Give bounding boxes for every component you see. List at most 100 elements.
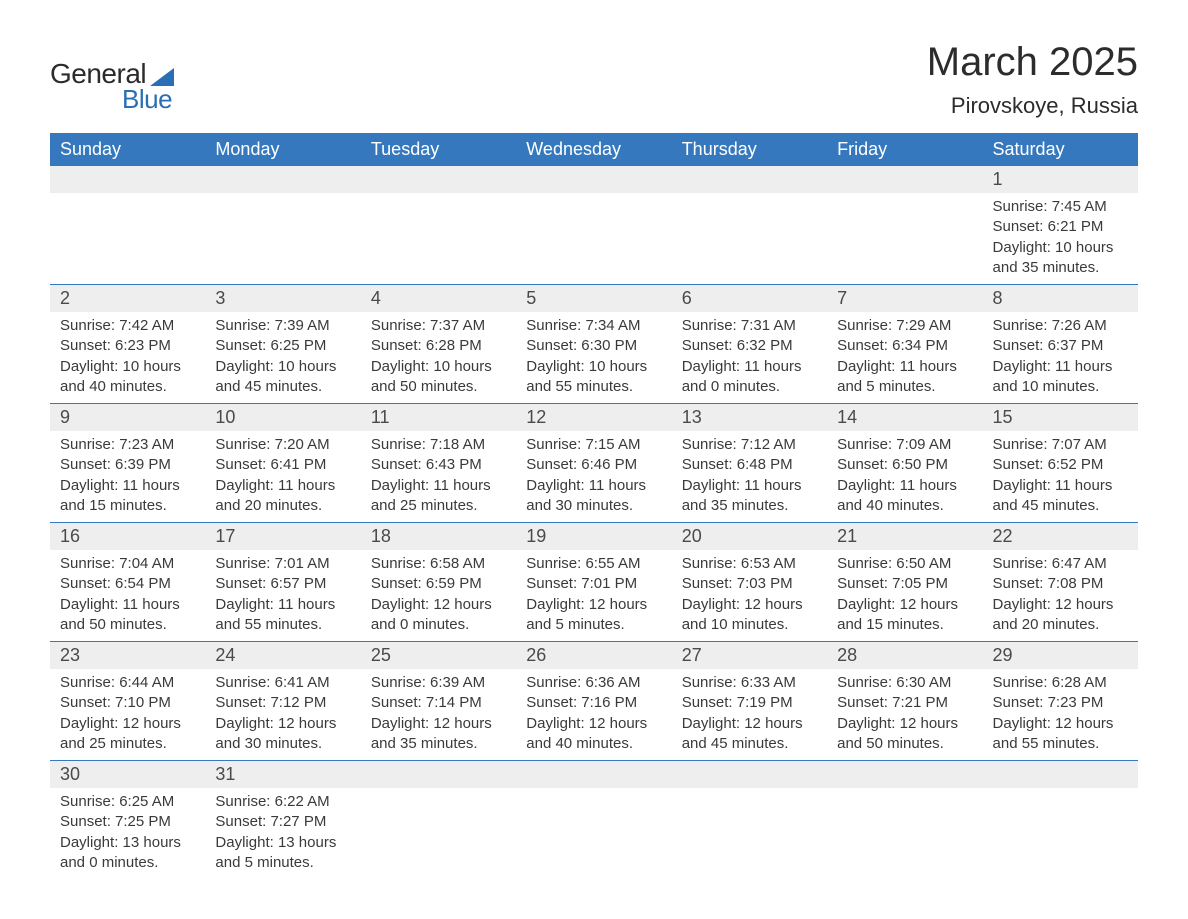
day-number xyxy=(827,166,982,193)
day-daylight1: Daylight: 12 hours xyxy=(215,714,350,734)
page-header: General Blue March 2025 Pirovskoye, Russ… xyxy=(50,40,1138,119)
day-number: 28 xyxy=(827,642,982,669)
day-sunset: Sunset: 7:16 PM xyxy=(526,693,661,713)
day-daylight1: Daylight: 11 hours xyxy=(60,595,195,615)
calendar-week-row: 30Sunrise: 6:25 AMSunset: 7:25 PMDayligh… xyxy=(50,761,1138,880)
day-daylight2: and 35 minutes. xyxy=(993,258,1128,278)
day-number: 21 xyxy=(827,523,982,550)
day-sunrise: Sunrise: 7:18 AM xyxy=(371,435,506,455)
weekday-header: Sunday xyxy=(50,133,205,166)
day-number: 8 xyxy=(983,285,1138,312)
day-details xyxy=(516,788,671,872)
day-sunset: Sunset: 7:19 PM xyxy=(682,693,817,713)
weekday-header: Wednesday xyxy=(516,133,671,166)
day-daylight2: and 40 minutes. xyxy=(526,734,661,754)
day-details: Sunrise: 6:44 AMSunset: 7:10 PMDaylight:… xyxy=(50,669,205,760)
day-number: 6 xyxy=(672,285,827,312)
calendar-day-cell: 22Sunrise: 6:47 AMSunset: 7:08 PMDayligh… xyxy=(983,523,1138,642)
day-sunrise: Sunrise: 6:39 AM xyxy=(371,673,506,693)
day-number: 22 xyxy=(983,523,1138,550)
day-sunset: Sunset: 7:23 PM xyxy=(993,693,1128,713)
day-daylight2: and 5 minutes. xyxy=(526,615,661,635)
day-daylight1: Daylight: 10 hours xyxy=(371,357,506,377)
day-sunset: Sunset: 6:23 PM xyxy=(60,336,195,356)
day-sunrise: Sunrise: 7:20 AM xyxy=(215,435,350,455)
day-number xyxy=(361,761,516,788)
day-number: 31 xyxy=(205,761,360,788)
day-sunset: Sunset: 6:37 PM xyxy=(993,336,1128,356)
calendar-day-cell: 30Sunrise: 6:25 AMSunset: 7:25 PMDayligh… xyxy=(50,761,205,880)
day-details: Sunrise: 6:41 AMSunset: 7:12 PMDaylight:… xyxy=(205,669,360,760)
day-daylight2: and 55 minutes. xyxy=(215,615,350,635)
day-number: 20 xyxy=(672,523,827,550)
day-daylight2: and 0 minutes. xyxy=(682,377,817,397)
day-sunset: Sunset: 7:01 PM xyxy=(526,574,661,594)
day-daylight2: and 30 minutes. xyxy=(526,496,661,516)
day-number xyxy=(361,166,516,193)
day-daylight1: Daylight: 12 hours xyxy=(60,714,195,734)
title-block: March 2025 Pirovskoye, Russia xyxy=(927,40,1138,119)
day-daylight2: and 15 minutes. xyxy=(837,615,972,635)
day-daylight1: Daylight: 12 hours xyxy=(526,595,661,615)
day-daylight2: and 55 minutes. xyxy=(993,734,1128,754)
day-sunrise: Sunrise: 7:34 AM xyxy=(526,316,661,336)
calendar-day-cell: 7Sunrise: 7:29 AMSunset: 6:34 PMDaylight… xyxy=(827,285,982,404)
day-daylight1: Daylight: 13 hours xyxy=(215,833,350,853)
calendar-day-cell: 4Sunrise: 7:37 AMSunset: 6:28 PMDaylight… xyxy=(361,285,516,404)
calendar-weekday-header: Sunday Monday Tuesday Wednesday Thursday… xyxy=(50,133,1138,166)
calendar-day-cell: 17Sunrise: 7:01 AMSunset: 6:57 PMDayligh… xyxy=(205,523,360,642)
day-details: Sunrise: 7:09 AMSunset: 6:50 PMDaylight:… xyxy=(827,431,982,522)
day-daylight2: and 45 minutes. xyxy=(215,377,350,397)
day-details: Sunrise: 6:30 AMSunset: 7:21 PMDaylight:… xyxy=(827,669,982,760)
day-sunset: Sunset: 6:52 PM xyxy=(993,455,1128,475)
day-number xyxy=(827,761,982,788)
day-sunset: Sunset: 6:54 PM xyxy=(60,574,195,594)
day-daylight2: and 55 minutes. xyxy=(526,377,661,397)
day-daylight1: Daylight: 11 hours xyxy=(837,476,972,496)
day-sunset: Sunset: 6:46 PM xyxy=(526,455,661,475)
day-daylight1: Daylight: 11 hours xyxy=(993,357,1128,377)
day-details: Sunrise: 7:37 AMSunset: 6:28 PMDaylight:… xyxy=(361,312,516,403)
day-number: 7 xyxy=(827,285,982,312)
calendar-day-cell: 29Sunrise: 6:28 AMSunset: 7:23 PMDayligh… xyxy=(983,642,1138,761)
day-daylight2: and 5 minutes. xyxy=(215,853,350,873)
day-daylight2: and 35 minutes. xyxy=(682,496,817,516)
calendar-day-cell: 5Sunrise: 7:34 AMSunset: 6:30 PMDaylight… xyxy=(516,285,671,404)
month-title: March 2025 xyxy=(927,40,1138,85)
day-number: 3 xyxy=(205,285,360,312)
day-daylight2: and 10 minutes. xyxy=(993,377,1128,397)
weekday-header: Friday xyxy=(827,133,982,166)
day-number: 11 xyxy=(361,404,516,431)
calendar-body: 1Sunrise: 7:45 AMSunset: 6:21 PMDaylight… xyxy=(50,166,1138,879)
logo-text-blue: Blue xyxy=(122,84,172,115)
day-details: Sunrise: 6:28 AMSunset: 7:23 PMDaylight:… xyxy=(983,669,1138,760)
calendar-day-cell: 6Sunrise: 7:31 AMSunset: 6:32 PMDaylight… xyxy=(672,285,827,404)
calendar-day-cell: 27Sunrise: 6:33 AMSunset: 7:19 PMDayligh… xyxy=(672,642,827,761)
day-daylight2: and 40 minutes. xyxy=(60,377,195,397)
day-daylight2: and 20 minutes. xyxy=(215,496,350,516)
calendar-day-cell: 9Sunrise: 7:23 AMSunset: 6:39 PMDaylight… xyxy=(50,404,205,523)
day-details: Sunrise: 7:26 AMSunset: 6:37 PMDaylight:… xyxy=(983,312,1138,403)
calendar-week-row: 23Sunrise: 6:44 AMSunset: 7:10 PMDayligh… xyxy=(50,642,1138,761)
day-daylight1: Daylight: 11 hours xyxy=(526,476,661,496)
day-daylight1: Daylight: 12 hours xyxy=(837,714,972,734)
day-details: Sunrise: 6:22 AMSunset: 7:27 PMDaylight:… xyxy=(205,788,360,879)
calendar-day-cell: 26Sunrise: 6:36 AMSunset: 7:16 PMDayligh… xyxy=(516,642,671,761)
day-sunrise: Sunrise: 7:01 AM xyxy=(215,554,350,574)
calendar-day-cell: 8Sunrise: 7:26 AMSunset: 6:37 PMDaylight… xyxy=(983,285,1138,404)
day-daylight1: Daylight: 10 hours xyxy=(993,238,1128,258)
day-details: Sunrise: 7:42 AMSunset: 6:23 PMDaylight:… xyxy=(50,312,205,403)
day-daylight1: Daylight: 12 hours xyxy=(837,595,972,615)
day-details: Sunrise: 7:45 AMSunset: 6:21 PMDaylight:… xyxy=(983,193,1138,284)
day-daylight2: and 35 minutes. xyxy=(371,734,506,754)
day-sunrise: Sunrise: 6:25 AM xyxy=(60,792,195,812)
day-number: 27 xyxy=(672,642,827,669)
calendar-day-cell: 16Sunrise: 7:04 AMSunset: 6:54 PMDayligh… xyxy=(50,523,205,642)
day-daylight1: Daylight: 12 hours xyxy=(371,595,506,615)
day-daylight2: and 15 minutes. xyxy=(60,496,195,516)
day-number xyxy=(516,166,671,193)
calendar-day-cell: 18Sunrise: 6:58 AMSunset: 6:59 PMDayligh… xyxy=(361,523,516,642)
day-sunset: Sunset: 6:21 PM xyxy=(993,217,1128,237)
day-number: 26 xyxy=(516,642,671,669)
day-number: 12 xyxy=(516,404,671,431)
